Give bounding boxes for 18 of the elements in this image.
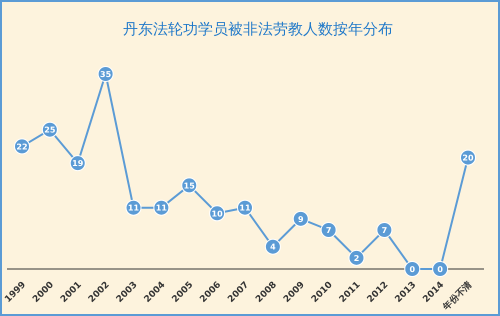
data-label: 20 xyxy=(462,154,474,163)
data-label: 9 xyxy=(298,214,304,224)
data-label: 10 xyxy=(212,209,224,218)
data-label: 25 xyxy=(44,126,56,135)
data-label: 2 xyxy=(354,254,360,263)
chart-title: 丹东法轮功学员被非法劳教人数按年分布 xyxy=(123,20,393,38)
data-label: 4 xyxy=(270,242,276,252)
data-label: 11 xyxy=(239,204,251,213)
data-label: 22 xyxy=(16,142,28,152)
data-label: 11 xyxy=(156,204,168,213)
data-label: 0 xyxy=(409,265,416,274)
data-label: 0 xyxy=(437,265,444,274)
data-label: 35 xyxy=(100,70,112,79)
data-label: 15 xyxy=(184,181,196,190)
data-label: 11 xyxy=(128,204,140,213)
data-label: 19 xyxy=(72,159,84,168)
data-label: 7 xyxy=(326,226,332,235)
data-label: 7 xyxy=(382,226,388,235)
